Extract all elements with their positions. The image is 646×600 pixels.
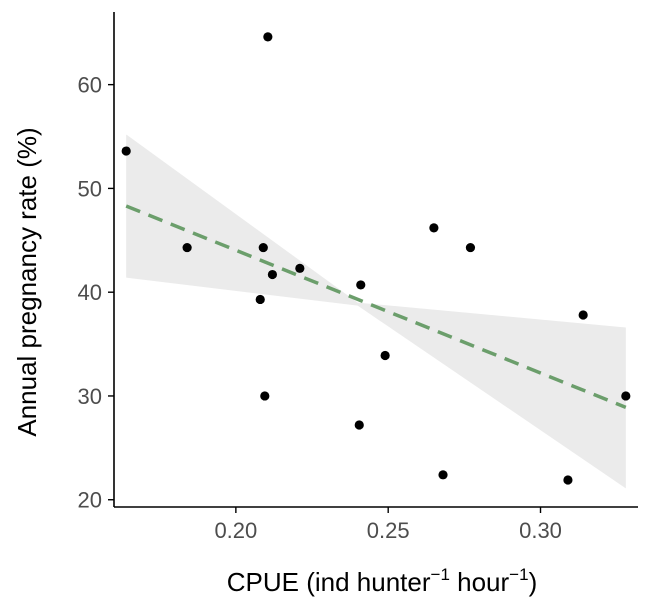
data-points-layer: [121, 32, 631, 485]
data-point: [295, 263, 305, 273]
x-tick-label: 0.25: [367, 518, 410, 543]
data-point: [356, 280, 366, 290]
data-point: [380, 350, 390, 361]
data-point: [267, 269, 278, 280]
regression-line: [125, 204, 627, 410]
y-tick-label: 50: [78, 176, 102, 201]
data-point: [182, 242, 192, 253]
ticks-layer: 20 30 40 50 60 0.20 0.25 0.30: [78, 73, 562, 543]
data-point: [563, 475, 573, 485]
data-point: [465, 242, 476, 253]
data-point: [263, 32, 273, 42]
y-tick-label: 30: [78, 384, 102, 409]
x-tick-label: 0.20: [214, 518, 257, 543]
data-point: [578, 310, 588, 320]
data-point: [121, 146, 131, 156]
x-axis-title-sup2: −1: [509, 565, 528, 584]
x-axis-title-prefix: CPUE (ind hunter: [227, 567, 431, 597]
axes-layer: [113, 12, 638, 508]
y-tick-label: 20: [78, 488, 102, 513]
y-axis-title: Annual pregnancy rate (%): [12, 127, 42, 436]
confidence-band-layer: [126, 134, 626, 489]
data-point: [258, 242, 268, 253]
data-point: [255, 294, 265, 305]
x-tick-label: 0.30: [519, 518, 562, 543]
x-axis-title-suffix: ): [529, 567, 538, 597]
x-axis-title-sup1: −1: [431, 565, 450, 584]
data-point: [621, 391, 631, 401]
data-point: [354, 420, 364, 430]
confidence-band: [126, 134, 626, 489]
data-point: [260, 391, 270, 401]
data-point: [438, 470, 448, 480]
y-tick-label: 60: [78, 73, 102, 98]
fit-line-layer: [125, 204, 627, 410]
data-point: [429, 223, 439, 233]
x-axis-title-middle: hour: [450, 567, 510, 597]
x-axis-title: CPUE (ind hunter−1 hour−1): [227, 565, 537, 597]
y-tick-label: 40: [78, 280, 102, 305]
